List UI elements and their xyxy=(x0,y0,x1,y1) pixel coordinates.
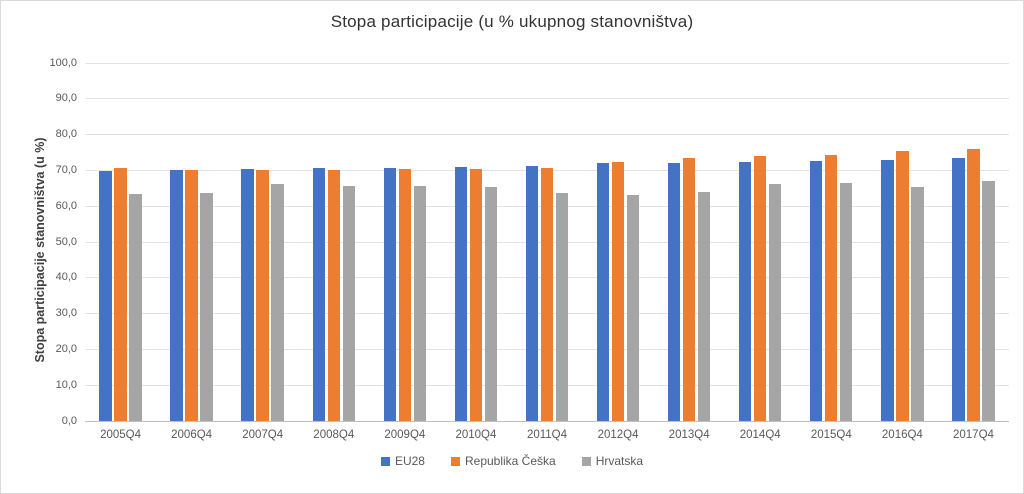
bar xyxy=(170,170,183,421)
legend-item: EU28 xyxy=(380,454,425,468)
y-axis-title: Stopa participacije stanovništva (u %) xyxy=(33,137,47,363)
legend-label: Republika Češka xyxy=(464,454,556,468)
bar xyxy=(99,171,112,421)
y-tick-label: 70,0 xyxy=(55,163,77,176)
bar xyxy=(312,167,325,421)
bar xyxy=(810,160,823,421)
bar xyxy=(667,163,681,421)
x-tick-label: 2013Q4 xyxy=(668,429,710,441)
bar xyxy=(896,150,909,421)
legend-item: Hrvatska xyxy=(581,454,644,468)
bar xyxy=(840,182,853,421)
bar xyxy=(525,166,539,421)
bar xyxy=(982,180,995,421)
bar xyxy=(697,191,711,421)
y-tick-label: 100,0 xyxy=(49,56,77,69)
y-tick-label: 20,0 xyxy=(55,342,77,355)
legend-swatch-icon xyxy=(380,456,390,466)
y-tick-label: 40,0 xyxy=(55,271,77,284)
gridline xyxy=(85,62,1009,64)
bar xyxy=(611,162,625,421)
bar xyxy=(596,163,610,421)
y-tick-label: 30,0 xyxy=(55,307,77,320)
bar xyxy=(185,169,198,421)
bar xyxy=(739,161,752,421)
bar xyxy=(114,167,127,421)
bar xyxy=(540,167,554,421)
y-tick-label: 80,0 xyxy=(55,128,77,141)
bar xyxy=(881,159,894,421)
bar xyxy=(256,170,269,421)
bar xyxy=(825,155,838,421)
bar xyxy=(398,169,412,421)
bar xyxy=(413,186,427,421)
bar xyxy=(271,184,284,421)
legend-label: EU28 xyxy=(394,454,425,468)
bar xyxy=(967,148,980,421)
legend: EU28 Republika Češka Hrvatska xyxy=(1,454,1023,468)
bar xyxy=(769,183,782,421)
x-tick-label: 2006Q4 xyxy=(171,429,213,441)
y-tick-label: 50,0 xyxy=(55,235,77,248)
bar xyxy=(327,170,340,421)
plot-area xyxy=(85,62,1009,422)
x-tick-label: 2009Q4 xyxy=(384,429,426,441)
bar xyxy=(342,185,355,421)
bar xyxy=(555,192,569,421)
y-tick-label: 90,0 xyxy=(55,92,77,105)
legend-swatch-icon xyxy=(450,456,460,466)
bar xyxy=(754,156,767,421)
legend-swatch-icon xyxy=(581,456,591,466)
x-tick-label: 2017Q4 xyxy=(952,429,994,441)
bar xyxy=(454,167,468,421)
bar xyxy=(383,167,397,421)
gridline xyxy=(85,98,1009,100)
bar xyxy=(469,168,483,421)
bar xyxy=(200,192,213,421)
gridline xyxy=(85,134,1009,136)
x-tick-label: 2016Q4 xyxy=(881,429,923,441)
y-tick-label: 60,0 xyxy=(55,199,77,212)
legend-item: Republika Češka xyxy=(450,454,556,468)
x-tick-label: 2011Q4 xyxy=(526,429,568,441)
bar xyxy=(911,186,924,421)
bar xyxy=(484,187,498,421)
bar xyxy=(241,168,254,421)
x-tick-label: 2007Q4 xyxy=(242,429,284,441)
bar xyxy=(952,158,965,421)
legend-label: Hrvatska xyxy=(595,454,644,468)
bar xyxy=(129,194,142,421)
y-tick-label: 0,0 xyxy=(61,414,77,427)
x-tick-label: 2008Q4 xyxy=(313,429,355,441)
y-tick-label: 10,0 xyxy=(55,378,77,391)
bar xyxy=(626,195,640,421)
x-tick-label: 2015Q4 xyxy=(810,429,852,441)
x-tick-label: 2014Q4 xyxy=(739,429,781,441)
bar xyxy=(682,158,696,421)
x-tick-label: 2010Q4 xyxy=(455,429,497,441)
x-tick-label: 2005Q4 xyxy=(100,429,141,441)
chart-title: Stopa participacije (u % ukupnog stanovn… xyxy=(330,12,694,31)
x-tick-label: 2012Q4 xyxy=(597,429,639,441)
